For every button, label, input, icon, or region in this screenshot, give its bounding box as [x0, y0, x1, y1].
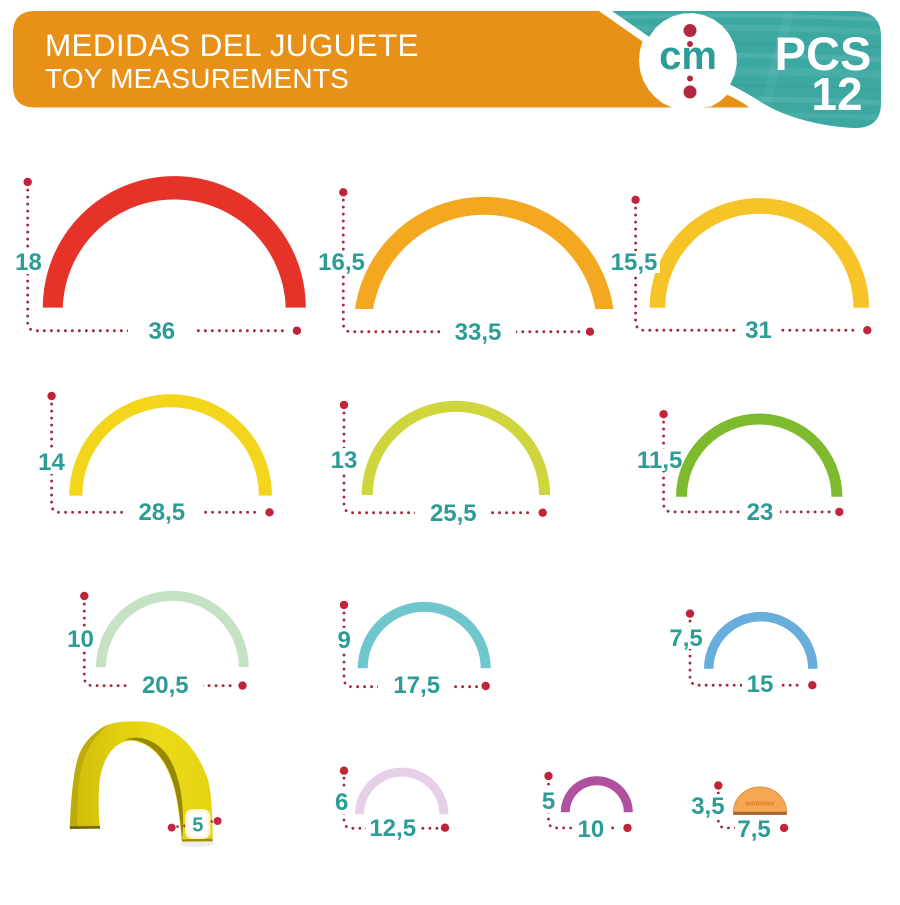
svg-text:28,5: 28,5	[138, 499, 185, 526]
svg-text:7,5: 7,5	[669, 625, 702, 652]
svg-text:12,5: 12,5	[369, 815, 416, 842]
svg-text:15: 15	[747, 671, 774, 698]
svg-text:3,5: 3,5	[691, 793, 724, 820]
svg-text:33,5: 33,5	[455, 319, 502, 346]
svg-text:5: 5	[542, 788, 555, 815]
svg-text:TOY MEASUREMENTS: TOY MEASUREMENTS	[45, 63, 349, 94]
svg-text:10: 10	[67, 626, 94, 653]
svg-text:25,5: 25,5	[430, 500, 477, 527]
svg-text:23: 23	[747, 499, 774, 526]
svg-text:16,5: 16,5	[318, 249, 365, 276]
svg-text:14: 14	[38, 449, 65, 476]
svg-text:18: 18	[15, 249, 42, 276]
svg-text:15,5: 15,5	[611, 249, 658, 276]
svg-text:17,5: 17,5	[393, 672, 440, 699]
svg-text:6: 6	[335, 789, 348, 816]
svg-text:9: 9	[338, 627, 351, 654]
svg-text:11,5: 11,5	[637, 447, 682, 474]
svg-text:woomax: woomax	[744, 801, 774, 808]
svg-text:12: 12	[811, 68, 862, 120]
svg-text:20,5: 20,5	[142, 672, 189, 699]
svg-text:5: 5	[192, 815, 203, 837]
svg-text:10: 10	[578, 816, 605, 843]
svg-text:13: 13	[331, 447, 358, 474]
svg-text:7,5: 7,5	[737, 816, 770, 843]
svg-text:31: 31	[745, 317, 772, 344]
svg-text:PCS: PCS	[775, 27, 872, 80]
svg-text:cm: cm	[659, 34, 717, 78]
svg-text:MEDIDAS DEL JUGUETE: MEDIDAS DEL JUGUETE	[45, 27, 419, 63]
svg-text:36: 36	[148, 318, 175, 345]
